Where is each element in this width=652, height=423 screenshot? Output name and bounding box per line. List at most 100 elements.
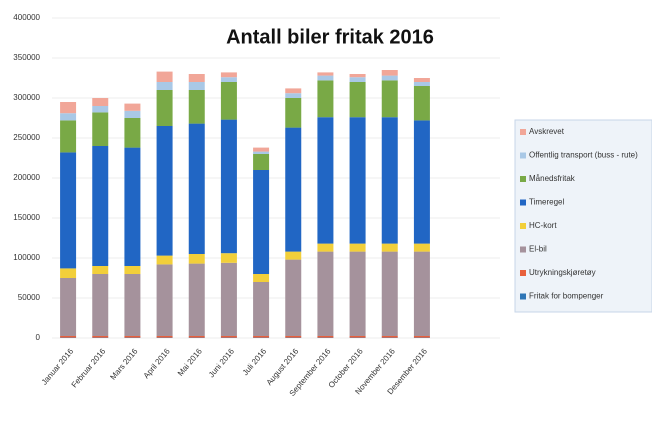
bar-segment [381,251,398,336]
bar-segment [156,336,173,338]
bar-segment [253,151,270,154]
bar-segment [253,154,270,170]
bar-segment [413,336,430,338]
bar-segment [317,72,334,76]
bar-segment [253,282,270,336]
bar-segment [220,253,237,263]
bar-segment [188,90,205,124]
y-tick-label: 300000 [13,93,40,102]
legend-swatch [520,223,526,229]
x-tick-label: Juli 2016 [241,346,269,377]
bar-segment [188,254,205,264]
bar-segment [413,243,430,252]
bar-segment [349,77,366,82]
bar-segment [413,82,430,86]
x-tick-label: August 2016 [265,346,301,387]
legend-label: Avskrevet [529,127,565,136]
bar-segment [124,336,141,338]
x-tick-label: Juni 2016 [207,346,237,379]
bar-segment [413,120,430,244]
bar-segment [92,266,109,274]
legend-swatch [520,293,526,300]
bar-segment [60,102,77,114]
legend-swatch [520,270,526,276]
bar-segment [285,336,302,338]
bar-segment [92,112,109,146]
bar-segment [124,118,141,148]
x-tick-label: Mai 2016 [176,346,204,377]
x-tick-label: Januar 2016 [40,346,76,386]
bar-segment [349,74,366,78]
bar-segment [156,255,173,265]
chart-title: Antall biler fritak 2016 [226,26,434,48]
bar-segment [349,251,366,336]
bar-segment [156,126,173,256]
bar-segment [253,170,270,274]
bar-segment [188,123,205,254]
y-tick-label: 200000 [13,173,40,182]
bar-segment [92,274,109,336]
bar-segment [156,71,173,82]
bar-segment [413,86,430,121]
legend-swatch [520,199,526,206]
legend-label: Offentlig transport (buss - rute) [529,151,638,160]
legend-swatch [520,176,526,182]
y-tick-label: 0 [36,333,41,342]
bar-segment [253,336,270,338]
legend-swatch [520,129,526,135]
bar-segment [92,98,109,106]
bar-segment [285,259,302,336]
bar-segment [60,113,77,121]
legend-box [514,119,652,313]
bar-segment [92,336,109,338]
bar-segment [285,127,302,252]
bar-segment [188,74,205,82]
bar-segment [156,264,173,336]
bar-segment [220,82,237,120]
y-tick-label: 400000 [13,13,40,22]
bar-segment [253,147,270,152]
bar-segment [317,243,334,252]
y-tick-label: 350000 [13,53,40,62]
bar-segment [381,117,398,244]
bar-segment [124,103,141,111]
bar-segment [156,82,173,90]
bar-segment [188,263,205,336]
bar-segment [92,146,109,266]
bar-segment [349,243,366,252]
bar-segment [220,336,237,338]
bar-segment [349,82,366,118]
legend-swatch [520,246,526,253]
bar-segment [413,251,430,336]
x-tick-label: Mars 2016 [108,346,140,381]
bar-segment [124,274,141,336]
bar-segment [317,75,334,81]
bar-segment [381,243,398,252]
bar-segment [413,78,430,82]
bar-segment [92,106,109,113]
y-tick-label: 150000 [13,213,40,222]
bar-segment [317,336,334,338]
bar-segment [60,278,77,336]
legend-label: Månedsfritak [529,174,576,183]
bar-segment [124,110,141,118]
bar-segment [349,117,366,244]
bar-segment [317,251,334,336]
bar-segment [188,82,205,90]
x-tick-label: Februar 2016 [70,346,108,389]
bar-segment [381,336,398,338]
legend-label: Timeregel [529,198,564,207]
legend-swatch [520,152,526,159]
bar-segment [253,274,270,282]
bar-segment [156,90,173,126]
bar-segment [60,268,77,278]
bar-segment [317,80,334,118]
bar-segment [381,75,398,81]
bar-segment [381,80,398,118]
y-tick-label: 100000 [13,253,40,262]
bar-segment [220,72,237,78]
legend-label: HC-kort [529,221,557,230]
bar-segment [124,147,141,266]
bar-segment [188,336,205,338]
